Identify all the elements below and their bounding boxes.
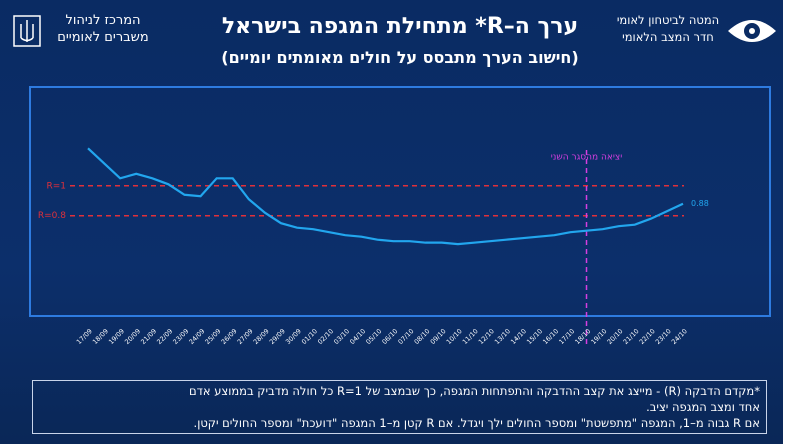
x-tick-label: 20/09 — [123, 327, 142, 346]
chart-title: ערך ה–R* מתחילת המגפה בישראל — [221, 14, 579, 39]
x-tick-label: 12/10 — [477, 327, 496, 346]
x-tick-label: 08/10 — [413, 327, 432, 346]
right-org: המטה לביטחון לאומי חדר המצב הלאומי — [608, 12, 728, 46]
x-tick-label: 06/10 — [380, 327, 399, 346]
edge-strip — [783, 0, 800, 444]
x-tick-label: 18/10 — [573, 327, 592, 346]
left-org: המרכז לניהול משברים לאומיים — [48, 12, 158, 46]
x-tick-label: 28/09 — [252, 327, 271, 346]
x-tick-label: 07/10 — [397, 327, 416, 346]
x-tick-label: 30/09 — [284, 327, 303, 346]
footnote: *מקדם הדבקה (R) - מייצג את קצב ההדבקה וה… — [32, 380, 767, 434]
x-tick-label: 09/10 — [429, 327, 448, 346]
x-tick-label: 22/10 — [638, 327, 657, 346]
x-tick-label: 23/09 — [171, 327, 190, 346]
x-tick-label: 10/10 — [445, 327, 464, 346]
note-line: אם R גבוה מ–1, המגפה "מתפשטת" ומספר החול… — [193, 416, 760, 430]
chart-subtitle: (חישוב הערך מתבסס על חולים מאומתים יומיי… — [221, 48, 579, 67]
x-tick-label: 19/09 — [107, 327, 126, 346]
org-line: המרכז לניהול — [65, 13, 141, 28]
x-tick-label: 14/10 — [509, 327, 528, 346]
x-tick-label: 15/10 — [525, 327, 544, 346]
x-tick-label: 21/09 — [139, 327, 158, 346]
x-tick-label: 27/09 — [236, 327, 255, 346]
org-line: חדר המצב הלאומי — [622, 30, 714, 44]
x-tick-label: 29/09 — [268, 327, 287, 346]
reference-label: R=0.8 — [38, 211, 66, 221]
x-tick-label: 24/10 — [670, 327, 689, 346]
x-tick-label: 18/09 — [91, 327, 110, 346]
org-line: משברים לאומיים — [57, 30, 149, 45]
x-tick-label: 13/10 — [493, 327, 512, 346]
x-tick-label: 22/09 — [155, 327, 174, 346]
reference-label: R=1 — [46, 181, 66, 191]
org-line: המטה לביטחון לאומי — [616, 13, 720, 27]
x-tick-label: 17/09 — [75, 327, 94, 346]
x-tick-label: 16/10 — [541, 327, 560, 346]
line-series — [87, 147, 684, 246]
x-tick-label: 17/10 — [557, 327, 576, 346]
x-tick-label: 20/10 — [606, 327, 625, 346]
emblem — [13, 15, 41, 47]
x-tick-label: 26/09 — [220, 327, 239, 346]
logo — [728, 20, 776, 42]
x-tick-label: 23/10 — [654, 327, 673, 346]
value-label: 0.88 — [691, 199, 709, 208]
note-line: אחד ומצב המגפה יציב. — [646, 400, 760, 414]
x-tick-label: 02/10 — [316, 327, 335, 346]
x-tick-label: 01/10 — [300, 327, 319, 346]
x-tick-label: 21/10 — [622, 327, 641, 346]
note-line: *מקדם הדבקה (R) - מייצג את קצב ההדבקה וה… — [188, 384, 760, 398]
x-tick-label: 25/09 — [204, 327, 223, 346]
x-tick-label: 04/10 — [348, 327, 367, 346]
plot-frame — [29, 86, 771, 317]
x-tick-label: 05/10 — [364, 327, 383, 346]
x-tick-label: 03/10 — [332, 327, 351, 346]
x-tick-label: 11/10 — [461, 327, 480, 346]
x-tick-label: 19/10 — [590, 327, 609, 346]
annotation-text: יציאה מהסגר השני — [551, 153, 622, 163]
x-tick-label: 24/09 — [187, 327, 206, 346]
